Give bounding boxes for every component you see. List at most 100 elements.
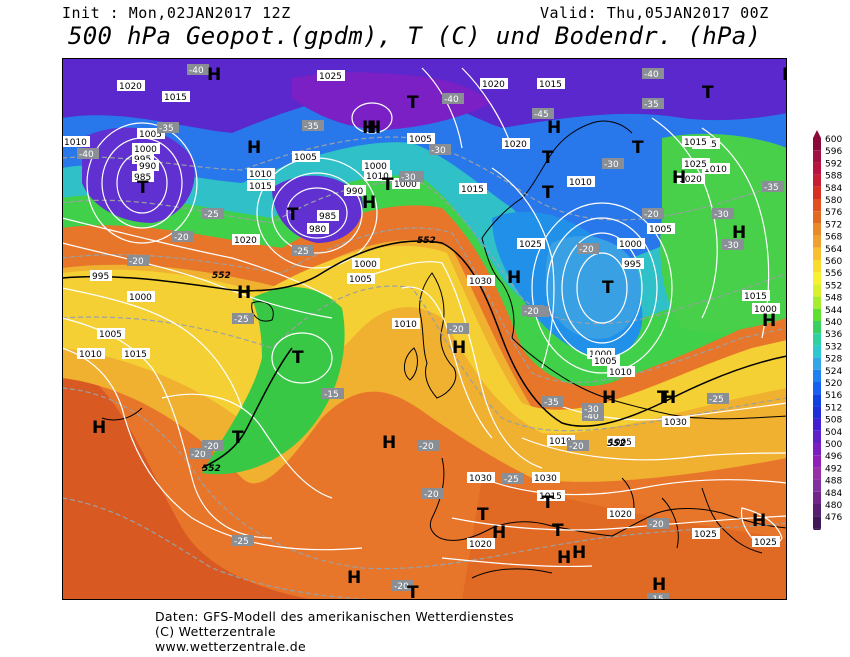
temp-label: -25 [204,210,219,220]
temp-label: -20 [524,307,539,317]
pressure-label: 1010 [704,165,727,175]
pressure-label-bg [352,258,380,269]
pressure-label: 1020 [609,510,632,520]
pressure-label-bg [137,128,165,139]
temp-label-bg [302,120,324,131]
temp-label-bg [232,535,254,546]
pressure-label-bg [692,528,720,539]
temp-label: -20 [449,325,464,335]
low-pressure-center: T [407,583,419,600]
legend-swatch [813,369,821,382]
pressure-label-bg [132,143,160,154]
low-pressure-center: T [477,505,489,525]
temp-label-bg [567,440,589,451]
legend-swatch [813,455,821,468]
high-pressure-center: H [247,138,261,158]
temp-label-bg [189,448,211,459]
pressure-label-bg [622,258,644,269]
pressure-label: 1015 [461,185,484,195]
temp-label: -40 [584,412,599,422]
pressure-label: 1010 [609,368,632,378]
temp-label: -30 [724,241,739,251]
temp-label: -30 [401,173,416,183]
field-yellow-bright [62,245,787,438]
geopot-label: 552 [607,439,626,449]
legend-swatch [813,199,821,212]
temp-label-bg [172,231,194,242]
pressure-label-bg [592,355,620,366]
legend-cap-bottom [813,528,821,530]
legend-label: 572 [825,220,842,230]
high-pressure-center: H [652,575,666,595]
pressure-label: 1015 [684,138,707,148]
pressure-label: 985 [134,173,151,183]
pressure-label-bg [407,133,435,144]
temp-label-bg [577,243,599,254]
pressure-label-bg [517,238,545,249]
legend-label: 524 [825,367,842,377]
legend-label: 544 [825,306,842,316]
pressure-label: 1015 [539,80,562,90]
high-pressure-center: H [207,65,221,85]
legend-label: 532 [825,342,842,352]
low-pressure-center: T [287,205,299,225]
high-pressure-center: H [732,223,746,243]
temp-label-bg [232,313,254,324]
pressure-label: 1000 [129,293,152,303]
legend-label: 500 [825,440,842,450]
pressure-label: 1030 [534,474,557,484]
temp-label-bg [602,158,624,169]
temp-label: -25 [504,475,519,485]
pressure-label-bg [702,163,730,174]
pressure-label: 1000 [754,305,777,315]
legend-swatch [813,321,821,334]
legend-label: 508 [825,416,842,426]
temp-label-bg [712,208,734,219]
pressure-label-bg [617,238,645,249]
pressure-label-bg [662,416,690,427]
pressure-label: 1005 [294,153,317,163]
high-pressure-center: H [362,118,376,138]
high-pressure-center: H [602,388,616,408]
low-pressure-center: T [702,83,714,103]
legend-swatch [813,504,821,517]
pressure-label-bg [77,348,105,359]
pressure-label-bg [752,536,780,547]
pressure-label: 990 [139,162,156,172]
temp-label: -20 [569,442,584,452]
pressure-label: 1025 [754,538,777,548]
pressure-label-bg [117,80,145,91]
low-pressure-center: T [407,93,419,113]
temp-label-bg [502,473,524,484]
legend-swatch [813,467,821,480]
pressure-label: 1020 [504,140,527,150]
legend-label: 580 [825,196,842,206]
pressure-label-bg [392,318,420,329]
pressure-label: 1025 [684,160,707,170]
legend-label: 504 [825,428,842,438]
legend-label: 548 [825,294,842,304]
pressure-label: 1025 [319,72,342,82]
temp-label-bg [582,410,604,421]
pressure-label: 1000 [134,145,157,155]
pressure-label-bg [677,173,705,184]
legend-swatch [813,138,821,151]
high-pressure-center: H [492,523,506,543]
pressure-label: 1005 [99,330,122,340]
legend-swatch [813,308,821,321]
high-pressure-center: H [547,118,561,138]
coastlines [101,120,787,579]
footer-url[interactable]: www.wetterzentrale.de [155,639,306,654]
pressure-label: 1005 [349,275,372,285]
pressure-label-bg [752,303,780,314]
temp-label-bg [422,488,444,499]
temp-label-bg [77,148,99,159]
pressure-label-bg [467,275,495,286]
high-pressure-center: H [572,543,586,563]
temp-label-bg [429,144,451,155]
legend-label: 476 [825,513,842,523]
low-pressure-center: T [552,521,564,541]
high-pressure-center: H [237,283,251,303]
temp-label: -20 [419,442,434,452]
pressure-label-bg [567,176,595,187]
